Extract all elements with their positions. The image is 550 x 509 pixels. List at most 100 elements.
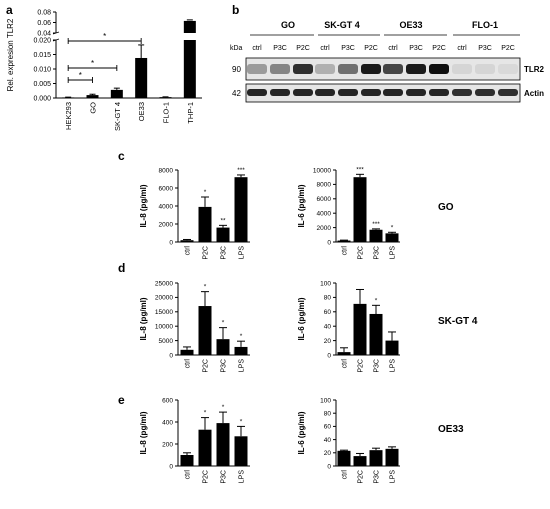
actin-band [247, 89, 267, 96]
y-tick-label: 6000 [317, 196, 332, 203]
actin-band [452, 89, 472, 96]
significance-mark: * [391, 224, 394, 231]
x-tick-label: HEK293 [64, 102, 73, 130]
y-tick-label: 0 [327, 463, 331, 470]
bar [337, 240, 351, 242]
y-tick-label: 4000 [317, 211, 332, 218]
panel-letter-a: a [6, 3, 13, 17]
y-tick-label: 0.000 [33, 96, 51, 103]
significance-mark: * [222, 320, 225, 327]
actin-band [498, 89, 518, 96]
bar [385, 448, 399, 466]
y-axis-label: IL-6 (pg/ml) [297, 297, 306, 340]
y-tick-label: 80 [324, 295, 332, 302]
blot-protein-label: Actin [524, 89, 544, 98]
significance-mark: ** [220, 217, 226, 224]
tlr2-band [383, 64, 403, 74]
y-tick-label: 0.04 [37, 31, 51, 38]
y-tick-label: 40 [324, 437, 332, 444]
y-tick-label: 25000 [155, 280, 173, 287]
y-tick-label: 15000 [155, 309, 173, 316]
x-tick-label: P2C [203, 246, 210, 260]
y-tick-label: 10000 [313, 167, 331, 174]
bar [159, 97, 172, 98]
blot-kda-label: kDa [230, 45, 243, 52]
tlr2-band [429, 64, 449, 74]
y-tick-label: 60 [324, 424, 332, 431]
x-tick-label: OE33 [137, 102, 146, 121]
y-tick-label: 20 [324, 450, 332, 457]
bar [86, 95, 99, 98]
significance-mark: * [204, 410, 207, 417]
y-tick-label: 10000 [155, 324, 173, 331]
bar [369, 450, 383, 466]
significance-mark: * [240, 418, 243, 425]
tlr2-band [270, 64, 290, 74]
row-label-oe33: OE33 [438, 424, 464, 435]
significance-mark: * [222, 404, 225, 411]
panel-letter-b: b [232, 3, 239, 17]
chart-d-left: 0 5000 10000 15000 20000 25000 IL-8 (pg/ml) ctr… [139, 280, 250, 373]
x-tick-label: P3C [374, 359, 381, 373]
lane-label: P3C [409, 45, 423, 52]
y-tick-label: 8000 [159, 167, 174, 174]
y-tick-label: 400 [162, 419, 173, 426]
y-tick-label: 20000 [155, 295, 173, 302]
bar [234, 177, 248, 242]
bar [216, 423, 230, 466]
bar [385, 340, 399, 355]
y-tick-label: 0.08 [37, 10, 51, 17]
bar [135, 57, 148, 98]
blot-group-label: SK-GT 4 [324, 20, 360, 30]
x-tick-label: ctrl [185, 246, 192, 256]
actin-band [429, 89, 449, 96]
y-tick-label: 0.020 [33, 38, 51, 45]
lane-label: P2C [432, 45, 446, 52]
actin-band [293, 89, 313, 96]
x-tick-label: LPS [239, 359, 246, 373]
actin-band [315, 89, 335, 96]
bar [216, 227, 230, 242]
bar [234, 346, 248, 355]
x-tick-label: ctrl [185, 470, 192, 480]
bar [180, 349, 194, 355]
blot-kda-value: 42 [232, 89, 241, 98]
significance-mark: * [204, 189, 207, 196]
bar [62, 97, 75, 98]
x-tick-label: LPS [239, 246, 246, 260]
x-tick-label: P3C [221, 359, 228, 373]
lane-label: P3C [478, 45, 492, 52]
actin-band [361, 89, 381, 96]
x-tick-label: LPS [390, 359, 397, 373]
blot-lane-labels: ctrl P3C P2C ctrl P3C P2C ctrl P3C P2C c… [252, 45, 514, 52]
y-tick-label: 80 [324, 411, 332, 418]
bar [369, 313, 383, 355]
x-tick-label: P2C [203, 470, 210, 484]
lane-label: P3C [273, 45, 287, 52]
y-tick-label: 0.06 [37, 20, 51, 27]
x-tick-label: P2C [358, 470, 365, 484]
y-tick-label: 600 [162, 397, 173, 404]
chart-e-right: 0 20 40 60 80 100 IL-6 (pg/ml) ctrl P2C P3C LPS [297, 397, 400, 484]
y-axis-label: IL-8 (pg/ml) [139, 297, 148, 340]
x-tick-label: LPS [390, 470, 397, 484]
significance-mark: * [204, 284, 207, 291]
lane-label: ctrl [252, 45, 262, 52]
significance-mark: * [375, 297, 378, 304]
tlr2-band [498, 64, 518, 74]
panel-letter-c: c [118, 149, 125, 163]
x-tick-label: P3C [221, 246, 228, 260]
tlr2-band [475, 64, 495, 74]
x-tick-label: SK-GT 4 [113, 102, 122, 131]
y-tick-label: 0 [169, 239, 173, 246]
panel-letter-e: e [118, 393, 125, 407]
bar [216, 339, 230, 355]
bar [198, 206, 212, 242]
tlr2-band [315, 64, 335, 74]
bar [353, 177, 367, 242]
bar [385, 233, 399, 242]
y-tick-label: 100 [320, 280, 331, 287]
